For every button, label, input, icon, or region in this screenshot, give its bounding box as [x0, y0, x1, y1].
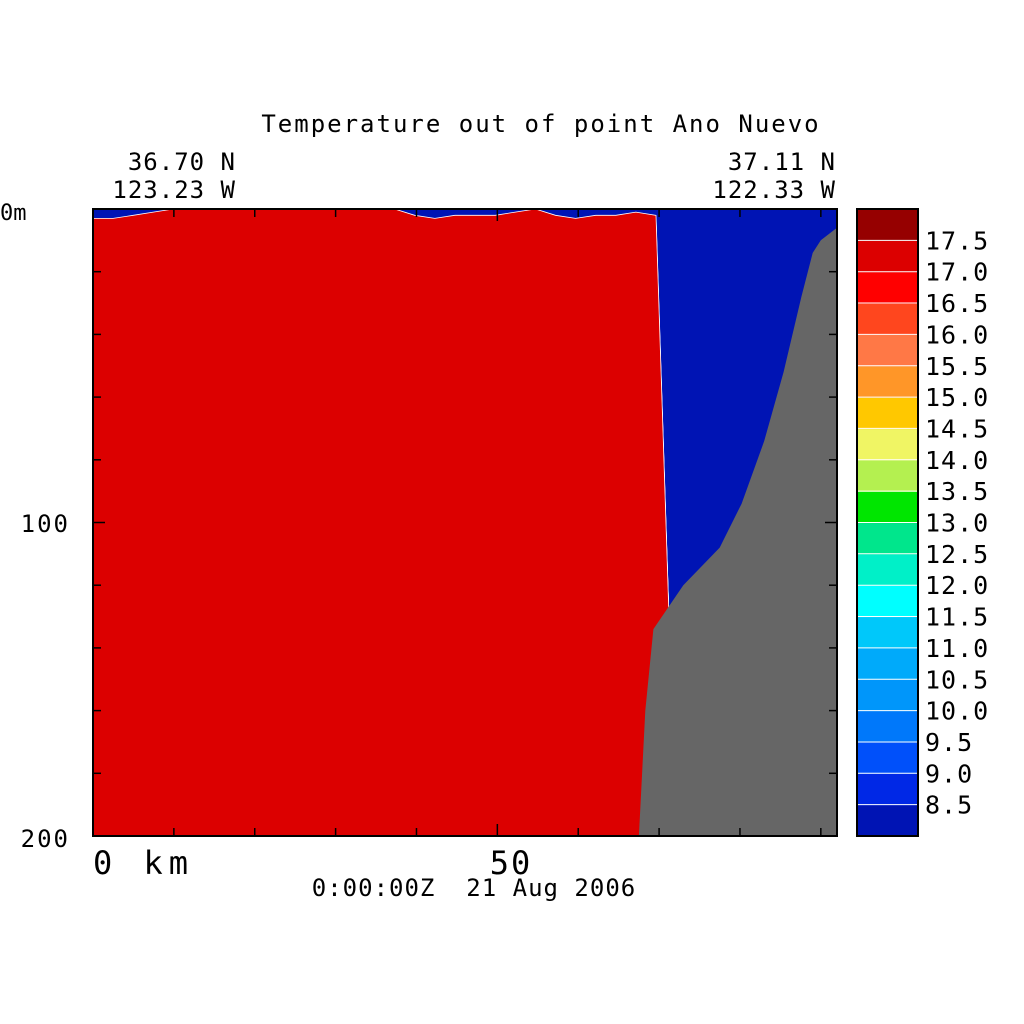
colorbar-label: 11.5	[925, 603, 989, 632]
colorbar-label: 11.0	[925, 634, 989, 663]
colorbar-swatch	[857, 647, 918, 680]
colorbar-label: 15.5	[925, 352, 989, 381]
colorbar-swatch	[857, 522, 918, 555]
colorbar-swatch	[857, 553, 918, 586]
start-longitude: 123.23 W	[112, 176, 236, 204]
colorbar-swatch	[857, 804, 918, 837]
y-tick-label-100: 100	[21, 510, 70, 538]
plot-area	[93, 209, 837, 836]
colorbar-swatch	[857, 240, 918, 273]
end-longitude: 122.33 W	[712, 176, 836, 204]
colorbar-swatch	[857, 271, 918, 304]
colorbar-label: 13.0	[925, 509, 989, 538]
colorbar-swatch	[857, 773, 918, 806]
colorbar-swatch	[857, 209, 918, 241]
timestamp-label: 0:00:00Z 21 Aug 2006	[312, 874, 636, 902]
start-latitude: 36.70 N	[128, 148, 236, 176]
colorbar-swatch	[857, 710, 918, 743]
colorbar-label: 10.0	[925, 697, 989, 726]
colorbar-swatch	[857, 491, 918, 524]
colorbar-label: 9.5	[925, 728, 973, 757]
colorbar-label: 12.5	[925, 540, 989, 569]
colorbar-swatch	[857, 585, 918, 618]
colorbar-swatch	[857, 679, 918, 712]
colorbar-label: 8.5	[925, 791, 973, 820]
colorbar-label: 15.0	[925, 383, 989, 412]
y-tick-label-0: 0m	[0, 201, 27, 226]
colorbar-label: 14.0	[925, 446, 989, 475]
colorbar-label: 12.0	[925, 571, 989, 600]
seafloor-terrain	[638, 227, 837, 836]
x-tick-label-50: 50	[490, 844, 533, 882]
end-latitude: 37.11 N	[728, 148, 836, 176]
colorbar-label: 10.5	[925, 665, 989, 694]
colorbar-swatch	[857, 397, 918, 430]
colorbar-swatch	[857, 428, 918, 461]
colorbar-label: 17.5	[925, 226, 989, 255]
axis-ticks	[92, 208, 837, 837]
colorbar-label: 13.5	[925, 477, 989, 506]
colorbar-swatch	[857, 334, 918, 367]
colorbar-swatch	[857, 459, 918, 492]
colorbar-label: 9.0	[925, 759, 973, 788]
y-tick-label-200: 200	[21, 825, 70, 853]
colorbar-label: 14.5	[925, 414, 989, 443]
colorbar-swatch	[857, 616, 918, 649]
colorbar-label: 16.0	[925, 320, 989, 349]
colorbar-label: 17.0	[925, 258, 989, 287]
colorbar-swatch	[857, 365, 918, 398]
colorbar-swatch	[857, 742, 918, 774]
colorbar-swatch	[857, 303, 918, 335]
chart-title: Temperature out of point Ano Nuevo	[261, 110, 820, 138]
x-tick-label-0km: 0 km	[93, 844, 194, 882]
colorbar-label: 16.5	[925, 289, 989, 318]
colorbar: 8.5 9.09.510.0 10.511.011.5 12.012.513.0 13.…	[856, 208, 989, 837]
colorbar-frame	[856, 208, 919, 837]
